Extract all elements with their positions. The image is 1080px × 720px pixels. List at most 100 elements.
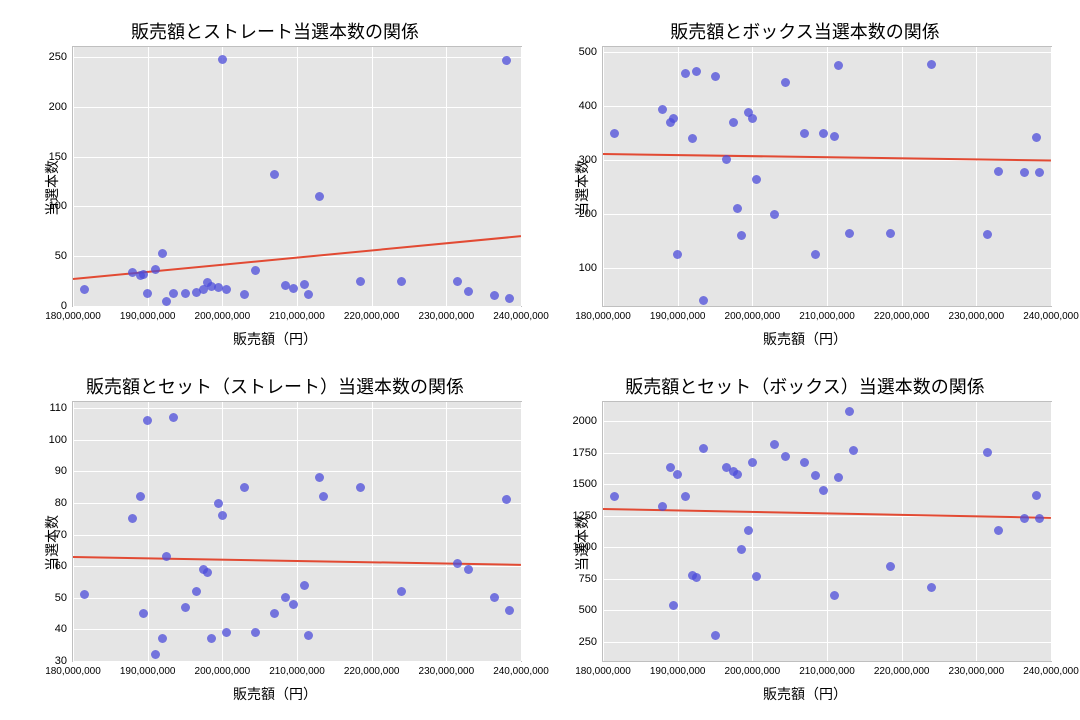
gridline-v xyxy=(902,47,903,306)
scatter-point xyxy=(181,603,190,612)
scatter-point xyxy=(222,628,231,637)
scatter-point xyxy=(80,285,89,294)
scatter-point xyxy=(845,407,854,416)
scatter-point xyxy=(819,129,828,138)
y-tick-label: 40 xyxy=(55,623,73,635)
scatter-point xyxy=(781,452,790,461)
x-tick-label: 210,000,000 xyxy=(269,306,325,322)
scatter-point xyxy=(1032,133,1041,142)
scatter-point xyxy=(289,284,298,293)
scatter-point xyxy=(162,552,171,561)
gridline-v xyxy=(827,402,828,661)
scatter-point xyxy=(502,495,511,504)
scatter-point xyxy=(304,631,313,640)
chart-title: 販売額とセット（ストレート）当選本数の関係 xyxy=(10,373,540,399)
scatter-point xyxy=(192,587,201,596)
scatter-point xyxy=(218,55,227,64)
scatter-point xyxy=(983,230,992,239)
gridline-v xyxy=(446,47,447,306)
y-tick-label: 60 xyxy=(55,560,73,572)
x-tick-label: 200,000,000 xyxy=(195,661,251,677)
y-tick-label: 250 xyxy=(49,51,73,63)
scatter-point xyxy=(143,289,152,298)
y-tick-label: 100 xyxy=(49,200,73,212)
gridline-v xyxy=(297,402,298,661)
scatter-point xyxy=(505,294,514,303)
scatter-point xyxy=(151,265,160,274)
scatter-point xyxy=(610,492,619,501)
scatter-point xyxy=(927,583,936,592)
chart-title: 販売額とボックス当選本数の関係 xyxy=(540,18,1070,44)
x-tick-label: 240,000,000 xyxy=(1023,661,1079,677)
scatter-point xyxy=(830,591,839,600)
y-tick-label: 70 xyxy=(55,529,73,541)
plot-area: 100200300400500180,000,000190,000,000200… xyxy=(602,46,1052,307)
scatter-point xyxy=(251,266,260,275)
y-tick-label: 1500 xyxy=(573,478,603,490)
scatter-point xyxy=(158,634,167,643)
gridline-v xyxy=(297,47,298,306)
x-tick-label: 190,000,000 xyxy=(650,661,706,677)
scatter-point xyxy=(207,634,216,643)
x-tick-label: 200,000,000 xyxy=(725,661,781,677)
y-tick-label: 500 xyxy=(579,46,603,58)
gridline-v xyxy=(678,47,679,306)
gridline-v xyxy=(372,47,373,306)
panel-top-right: 販売額とボックス当選本数の関係 当選本数 100200300400500180,… xyxy=(540,10,1070,365)
gridline-v xyxy=(446,402,447,661)
scatter-point xyxy=(752,175,761,184)
gridline-v xyxy=(976,402,977,661)
y-tick-label: 50 xyxy=(55,592,73,604)
plot-area: 050100150200250180,000,000190,000,000200… xyxy=(72,46,522,307)
y-tick-label: 400 xyxy=(579,100,603,112)
scatter-point xyxy=(673,470,682,479)
y-tick-label: 1750 xyxy=(573,447,603,459)
gridline-v xyxy=(603,47,604,306)
scatter-point xyxy=(733,470,742,479)
scatter-point xyxy=(834,473,843,482)
scatter-point xyxy=(270,609,279,618)
y-tick-label: 250 xyxy=(579,636,603,648)
y-tick-label: 200 xyxy=(49,101,73,113)
scatter-point xyxy=(151,650,160,659)
y-tick-label: 200 xyxy=(579,208,603,220)
x-tick-label: 230,000,000 xyxy=(949,306,1005,322)
x-tick-label: 220,000,000 xyxy=(874,306,930,322)
panel-bottom-right: 販売額とセット（ボックス）当選本数の関係 当選本数 25050075010001… xyxy=(540,365,1070,720)
scatter-point xyxy=(886,562,895,571)
scatter-point xyxy=(304,290,313,299)
y-tick-label: 80 xyxy=(55,497,73,509)
x-tick-label: 200,000,000 xyxy=(195,306,251,322)
scatter-point xyxy=(169,413,178,422)
y-tick-label: 750 xyxy=(579,573,603,585)
gridline-v xyxy=(1051,47,1052,306)
scatter-point xyxy=(688,134,697,143)
x-tick-label: 240,000,000 xyxy=(1023,306,1079,322)
scatter-point xyxy=(502,56,511,65)
scatter-point xyxy=(356,277,365,286)
x-tick-label: 180,000,000 xyxy=(575,306,631,322)
scatter-point xyxy=(658,105,667,114)
panel-bottom-left: 販売額とセット（ストレート）当選本数の関係 当選本数 3040506070809… xyxy=(10,365,540,720)
x-axis-label: 販売額（円） xyxy=(540,684,1070,704)
x-tick-label: 230,000,000 xyxy=(419,306,475,322)
y-axis-label: 当選本数 xyxy=(572,160,592,216)
scatter-point xyxy=(800,129,809,138)
scatter-point xyxy=(927,60,936,69)
scatter-point xyxy=(1020,168,1029,177)
x-tick-label: 220,000,000 xyxy=(344,306,400,322)
gridline-v xyxy=(73,47,74,306)
y-tick-label: 1000 xyxy=(573,541,603,553)
scatter-point xyxy=(128,514,137,523)
scatter-point xyxy=(162,297,171,306)
x-tick-label: 190,000,000 xyxy=(650,306,706,322)
x-tick-label: 180,000,000 xyxy=(45,306,101,322)
scatter-point xyxy=(819,486,828,495)
gridline-v xyxy=(521,402,522,661)
scatter-point xyxy=(464,287,473,296)
x-tick-label: 210,000,000 xyxy=(799,306,855,322)
plot-area: 30405060708090100110180,000,000190,000,0… xyxy=(72,401,522,662)
scatter-point xyxy=(673,250,682,259)
scatter-point xyxy=(811,471,820,480)
scatter-point xyxy=(849,446,858,455)
